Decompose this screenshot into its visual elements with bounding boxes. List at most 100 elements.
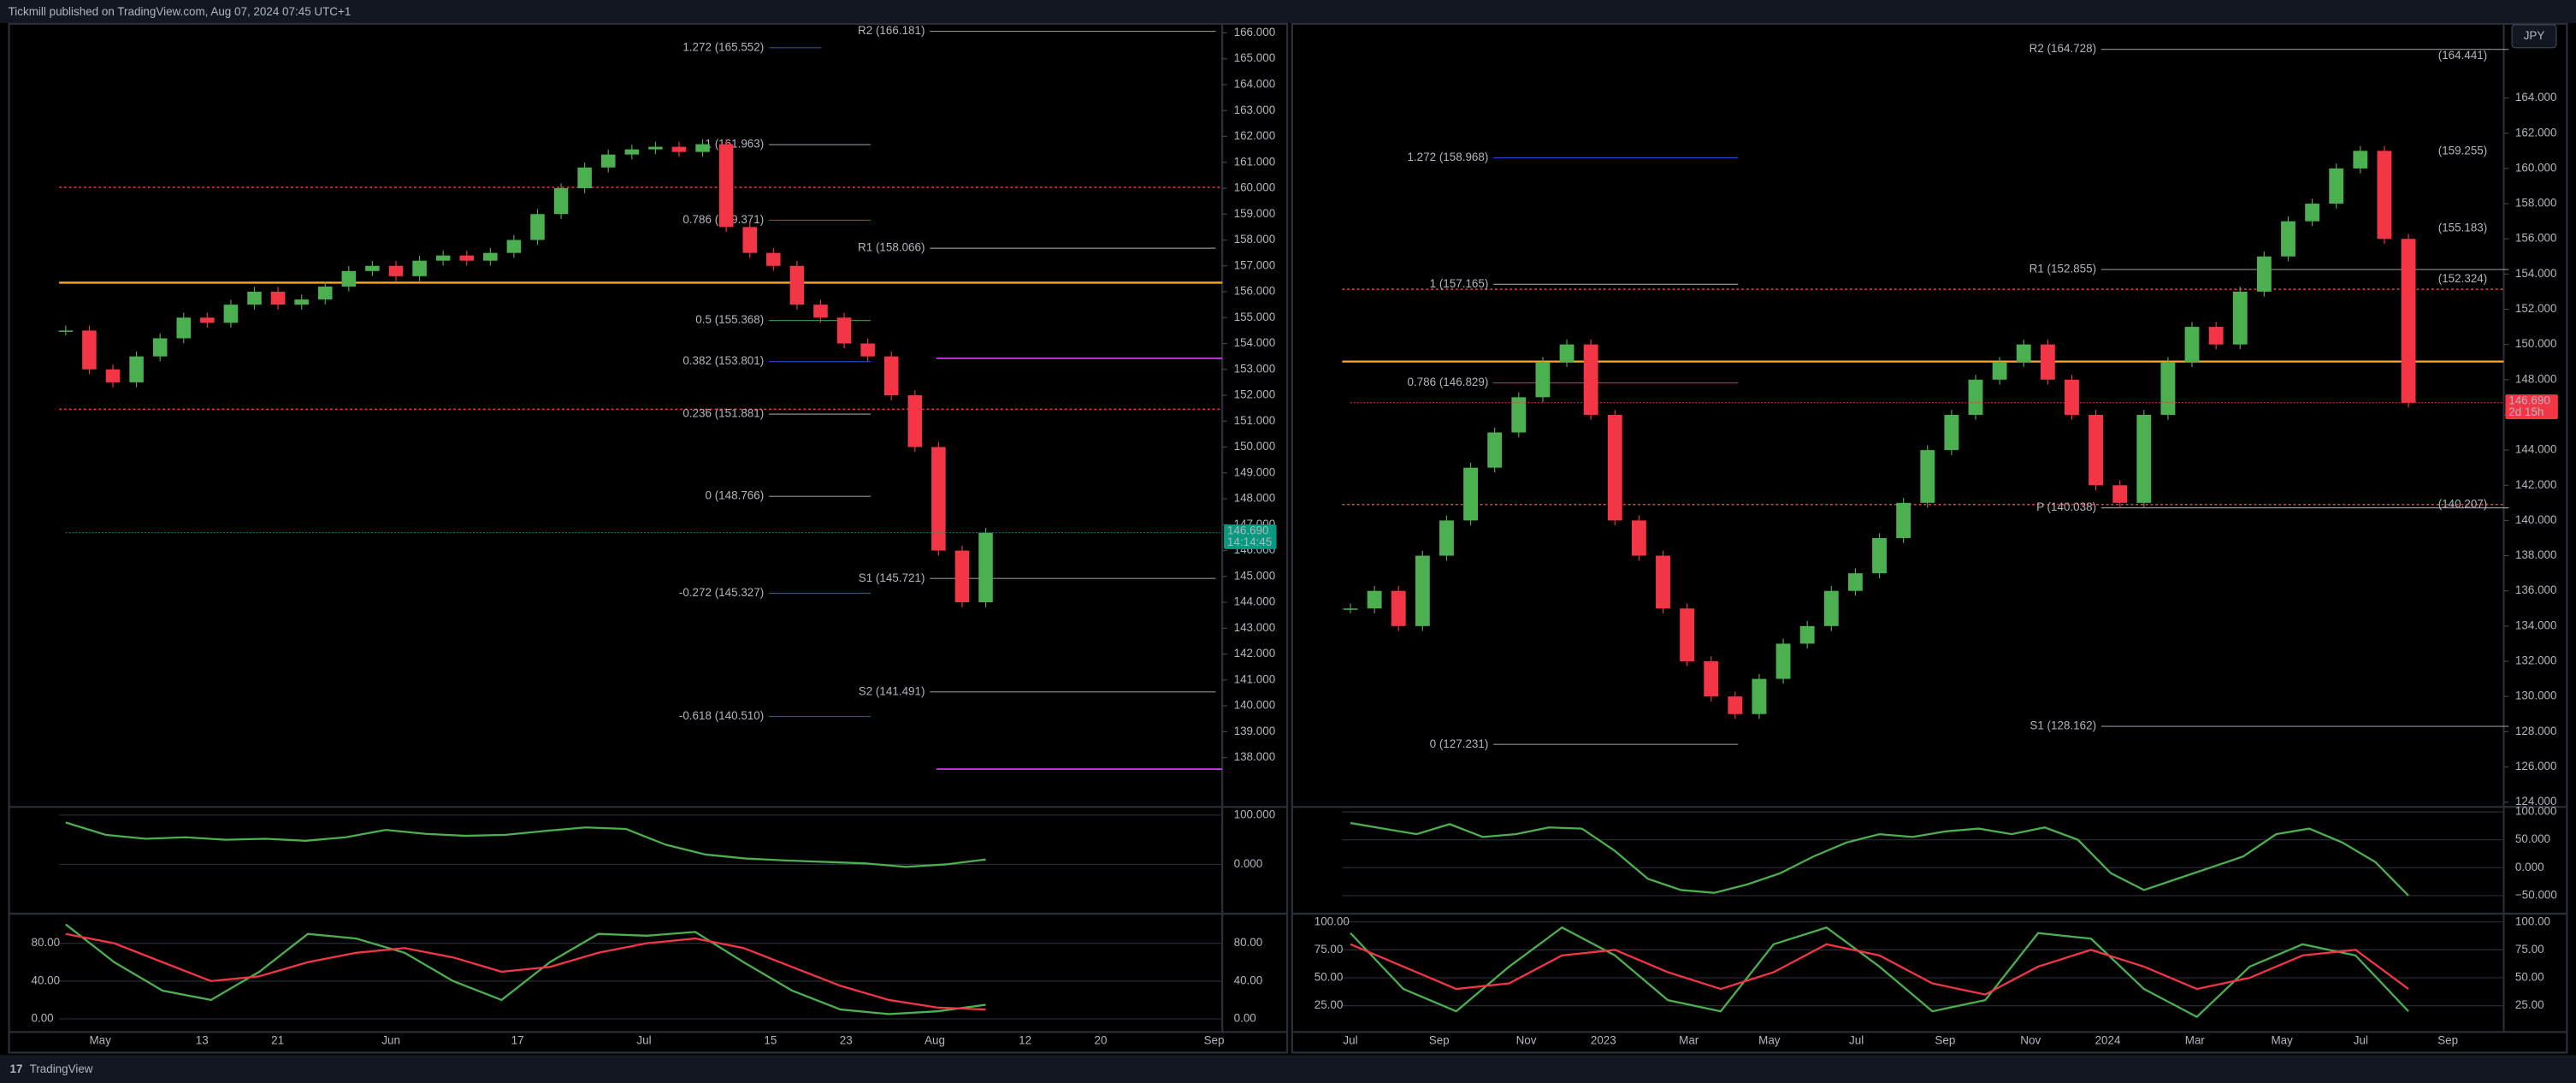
candle	[2401, 239, 2416, 403]
candle	[2089, 414, 2104, 486]
candle	[2353, 151, 2368, 169]
price-tick-label: 136.000	[2515, 583, 2557, 596]
level-label: -0.618 (140.510)	[679, 709, 764, 722]
level-label: S1 (145.721)	[859, 571, 925, 584]
time-tick-label: Nov	[1516, 1034, 1537, 1047]
time-tick-label: 20	[1095, 1034, 1108, 1047]
candle	[2136, 414, 2152, 503]
candle	[813, 305, 828, 318]
time-tick-label: Nov	[2020, 1034, 2041, 1047]
candle	[1896, 502, 1911, 538]
candle	[459, 255, 475, 261]
price-tick-label: 144.000	[2515, 443, 2557, 456]
level-label: 1 (161.963)	[705, 138, 764, 151]
candle	[1535, 362, 1551, 398]
candle	[317, 286, 333, 300]
indicator-line	[65, 932, 986, 1011]
pane-tick-label: 25.00	[2515, 998, 2544, 1011]
price-tick-label: 156.000	[1234, 285, 1276, 298]
candle	[1559, 344, 1575, 363]
time-tick-label: Mar	[1679, 1034, 1699, 1047]
pane-tick-label-left: 0.00	[31, 1012, 53, 1025]
candle	[1704, 661, 1719, 697]
candle	[388, 265, 404, 276]
price-tick-label: 158.000	[2515, 197, 2557, 210]
time-tick-label: May	[1758, 1034, 1781, 1047]
price-tick-label: 140.000	[2515, 513, 2557, 526]
price-badge	[2505, 394, 2558, 419]
pane-tick-label: 0.00	[1234, 1012, 1256, 1025]
time-tick-label: 13	[196, 1034, 209, 1047]
price-tick-label: 160.000	[1234, 181, 1276, 194]
time-tick-label: 12	[1019, 1034, 1031, 1047]
price-tick-label: 154.000	[2515, 267, 2557, 280]
candle	[742, 227, 758, 253]
price-tick-label: 155.000	[1234, 311, 1276, 323]
price-tick-label: 151.000	[1234, 414, 1276, 427]
time-tick-label: 21	[271, 1034, 284, 1047]
candle	[1872, 537, 1887, 574]
price-tick-label: 124.000	[2515, 795, 2557, 808]
candle	[2112, 485, 2128, 503]
price-tick-label: 165.000	[1234, 51, 1276, 64]
level-label: S2 (141.491)	[859, 684, 925, 697]
time-tick-label: 2023	[1591, 1034, 1616, 1047]
price-tick-label: 141.000	[1234, 672, 1276, 685]
currency-button	[2511, 24, 2557, 49]
candle	[152, 338, 168, 357]
brand: TradingView	[30, 1062, 93, 1075]
level-label: 0 (148.766)	[705, 489, 764, 502]
currency-label[interactable]: JPY	[2524, 29, 2545, 42]
time-tick-label: 15	[764, 1034, 777, 1047]
pane-tick-label: −50.000	[2515, 889, 2557, 902]
candle	[1775, 643, 1791, 679]
time-tick-label: Jul	[1849, 1034, 1864, 1047]
indicator-line	[65, 821, 986, 868]
publish-info: Tickmill published on TradingView.com, A…	[9, 5, 352, 18]
pane-tick-label-left: 50.00	[1315, 971, 1344, 984]
candle	[2184, 327, 2200, 363]
time-tick-label: Aug	[925, 1034, 945, 1047]
price-badge-value: 146.690	[2508, 394, 2550, 406]
time-tick-label: 2024	[2095, 1034, 2121, 1047]
pane-tick-label-left: 25.00	[1315, 998, 1344, 1011]
candle	[1487, 432, 1503, 468]
indicator-line	[1350, 821, 2409, 897]
candle	[860, 343, 875, 357]
price-tick-label: 138.000	[2515, 548, 2557, 561]
candle	[1343, 608, 1358, 610]
bottom-bar	[0, 1055, 2576, 1083]
candle	[1920, 450, 1935, 503]
candle	[2329, 168, 2344, 204]
candle	[1607, 414, 1622, 521]
price-badge	[1224, 524, 1277, 549]
candle	[412, 260, 427, 276]
time-tick-label: Sep	[1204, 1034, 1225, 1047]
time-tick-label: Jul	[2354, 1034, 2368, 1047]
candle	[365, 265, 380, 271]
candle	[789, 265, 805, 305]
candle	[2377, 151, 2392, 240]
price-tick-label: 159.000	[1234, 207, 1276, 220]
candle	[129, 356, 144, 382]
price-tick-label: 149.000	[1234, 465, 1276, 478]
candle	[907, 395, 923, 447]
candle	[1992, 362, 2007, 380]
pane-tick-label: 0.000	[1234, 857, 1263, 870]
candle	[176, 317, 192, 339]
time-tick-label: Jun	[381, 1034, 400, 1047]
candle	[577, 167, 592, 188]
pane-tick-label: 100.000	[2515, 805, 2557, 818]
candle	[1752, 678, 1767, 714]
candle	[247, 292, 262, 305]
candle	[1728, 696, 1743, 714]
price-tick-label: 163.000	[1234, 104, 1276, 116]
price-tick-label: 157.000	[1234, 258, 1276, 271]
level-label: 0.5 (155.368)	[695, 313, 764, 326]
pane-tick-label: 100.00	[2515, 914, 2550, 927]
top-bar	[0, 0, 2576, 23]
time-tick-label: Sep	[1429, 1034, 1450, 1047]
candle	[1631, 520, 1646, 556]
time-tick-label: Sep	[2437, 1034, 2458, 1047]
